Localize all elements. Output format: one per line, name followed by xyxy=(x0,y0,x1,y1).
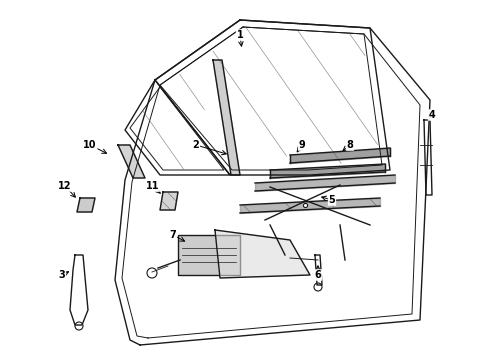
Polygon shape xyxy=(118,145,145,178)
Text: 4: 4 xyxy=(429,110,436,120)
Text: 10: 10 xyxy=(83,140,97,150)
Text: 2: 2 xyxy=(193,140,199,150)
Polygon shape xyxy=(213,60,240,175)
Polygon shape xyxy=(160,192,178,210)
Text: 9: 9 xyxy=(298,140,305,150)
Text: 11: 11 xyxy=(146,181,160,191)
Text: 6: 6 xyxy=(315,270,321,280)
Polygon shape xyxy=(77,198,95,212)
Polygon shape xyxy=(215,230,310,278)
Bar xyxy=(178,235,240,275)
Text: 1: 1 xyxy=(237,30,244,40)
Text: 3: 3 xyxy=(59,270,65,280)
Text: 12: 12 xyxy=(58,181,72,191)
Text: 7: 7 xyxy=(170,230,176,240)
Text: 8: 8 xyxy=(346,140,353,150)
Text: 5: 5 xyxy=(329,195,335,205)
